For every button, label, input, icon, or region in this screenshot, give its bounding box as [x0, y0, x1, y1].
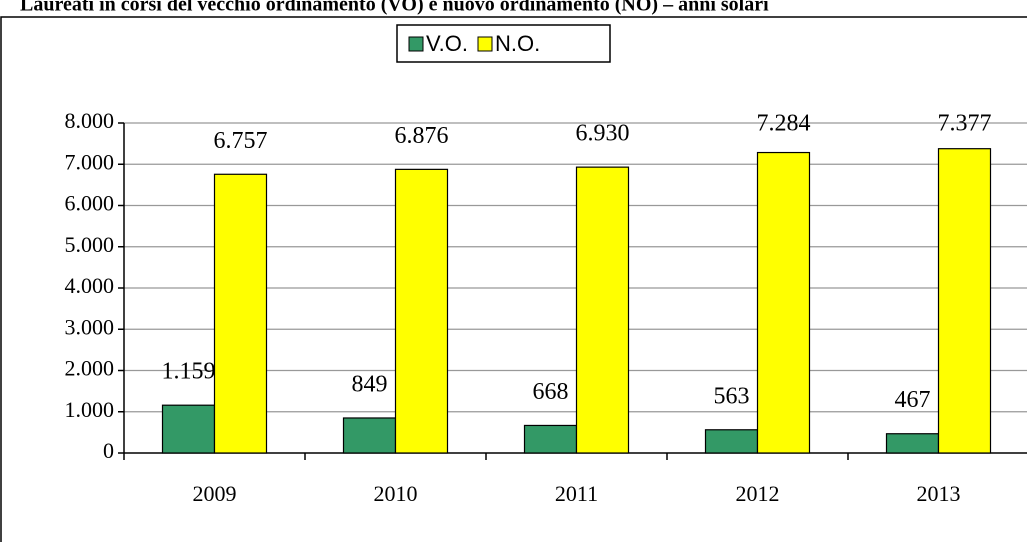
x-tick-label: 2009 — [193, 481, 237, 506]
data-label: 1.159 — [162, 359, 216, 385]
data-label: 6.876 — [395, 123, 449, 149]
bar — [213, 173, 268, 454]
data-label: 467 — [895, 387, 931, 413]
y-tick-label: 2.000 — [65, 356, 115, 381]
y-tick-label: 0 — [103, 438, 114, 463]
x-tick-label: 2013 — [917, 481, 961, 506]
bar — [885, 433, 940, 454]
bar — [342, 417, 397, 454]
data-label: 563 — [714, 383, 750, 409]
data-label: 6.757 — [214, 128, 268, 154]
bar — [704, 429, 759, 454]
x-tick-label: 2011 — [555, 481, 598, 506]
bar — [523, 424, 578, 454]
y-tick-label: 4.000 — [65, 273, 115, 298]
chart-title: Laureati in corsi del vecchio ordinament… — [20, 0, 769, 16]
legend-label: N.O. — [495, 31, 540, 56]
y-tick-label: 7.000 — [65, 149, 115, 174]
bar — [394, 168, 449, 454]
bar — [937, 148, 992, 454]
y-tick-label: 3.000 — [65, 314, 115, 339]
y-tick-label: 8.000 — [65, 108, 115, 133]
x-tick-label: 2010 — [374, 481, 418, 506]
bar — [756, 151, 811, 454]
y-tick-label: 5.000 — [65, 232, 115, 257]
data-label: 849 — [352, 371, 388, 397]
bar — [575, 166, 630, 454]
x-tick-label: 2012 — [736, 481, 780, 506]
legend-swatch — [408, 36, 424, 52]
bar — [161, 404, 216, 454]
chart-border — [0, 16, 1027, 542]
data-label: 7.377 — [938, 111, 992, 137]
y-tick-label: 1.000 — [65, 397, 115, 422]
legend-box — [396, 24, 611, 63]
data-label: 6.930 — [576, 121, 630, 147]
legend-swatch — [477, 36, 493, 52]
data-label: 7.284 — [757, 111, 811, 137]
data-label: 668 — [533, 379, 569, 405]
y-tick-label: 6.000 — [65, 191, 115, 216]
legend-label: V.O. — [426, 31, 468, 56]
